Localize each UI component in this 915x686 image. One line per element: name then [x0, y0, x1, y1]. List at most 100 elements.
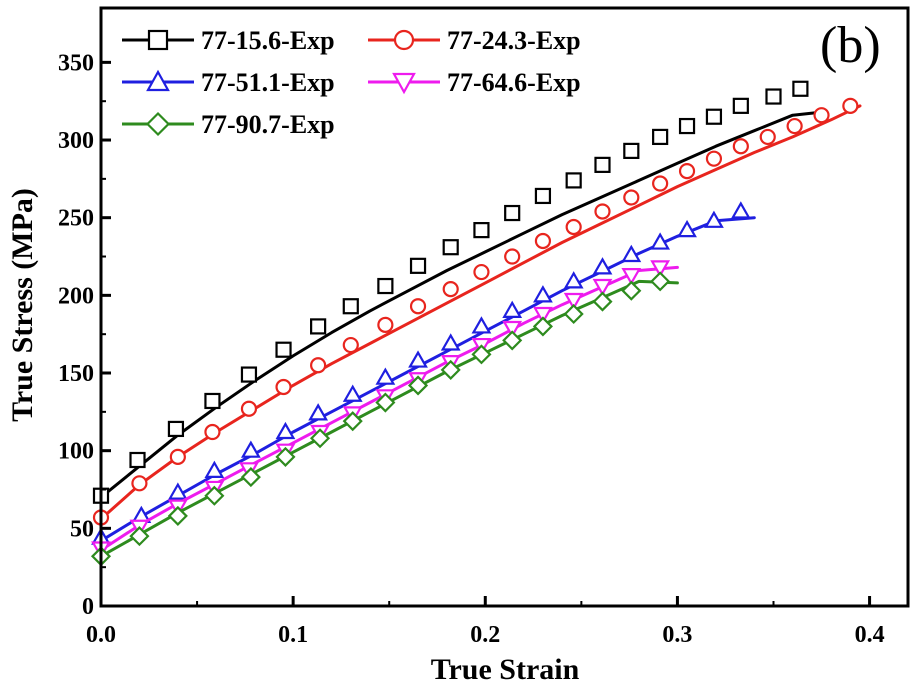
data-point-triangle-up-marker: [308, 403, 329, 421]
data-point-diamond-marker: [375, 392, 396, 413]
data-point-diamond-marker: [240, 467, 261, 488]
data-point-circle-marker: [813, 107, 830, 124]
data-point-circle-marker: [842, 97, 859, 114]
series-77-24.3-Exp: [92, 97, 862, 526]
data-point-circle-marker: [377, 316, 394, 333]
data-point-square-marker: [204, 392, 221, 410]
data-point-triangle-down-marker: [650, 260, 671, 278]
data-point-diamond-marker: [563, 303, 584, 325]
data-point-circle-marker: [342, 336, 359, 354]
data-point-triangle-up-marker: [621, 244, 642, 263]
y-tick-label: 250: [58, 206, 94, 232]
legend-label: 77-51.1-Exp: [201, 68, 335, 97]
data-point-diamond-marker: [592, 291, 613, 312]
data-point-circle-marker: [275, 378, 292, 396]
data-point-diamond-marker: [204, 485, 225, 506]
data-point-triangle-down-marker: [621, 268, 642, 286]
data-point-square-marker: [678, 117, 696, 135]
data-point-square-marker: [534, 187, 552, 205]
data-point-diamond-marker: [342, 411, 363, 432]
x-tick-label: 0.0: [86, 622, 116, 648]
series-77-15.6-Exp: [92, 80, 823, 504]
series-77-51.1-Exp: [91, 201, 756, 545]
data-point-square-marker: [240, 366, 258, 383]
data-point-triangle-up-marker: [730, 201, 751, 219]
data-point-square-marker: [792, 80, 809, 97]
data-point-triangle-up-marker: [677, 219, 697, 238]
data-point-triangle-up-marker: [502, 300, 523, 318]
data-point-circle-marker: [169, 448, 186, 465]
data-point-circle-marker: [732, 138, 749, 155]
data-point-circle-marker: [131, 475, 148, 492]
data-point-square-marker: [732, 97, 749, 114]
y-tick-label: 50: [70, 516, 94, 542]
plot-frame: [99, 6, 910, 608]
data-point-diamond-marker: [440, 359, 461, 380]
data-point-square-marker: [623, 142, 640, 159]
data-point-diamond-marker: [650, 271, 671, 292]
x-tick-label: 0.1: [278, 622, 308, 648]
panel-label: (b): [820, 17, 881, 74]
data-point-circle-marker: [504, 248, 521, 265]
data-point-circle-marker: [594, 203, 611, 220]
data-point-triangle-up-marker: [375, 367, 396, 385]
data-point-triangle-down-marker: [592, 278, 613, 297]
data-point-circle-marker: [310, 357, 327, 374]
x-tick-label: 0.3: [662, 622, 692, 648]
data-point-diamond-marker: [502, 330, 523, 351]
legend: 77-15.6-Exp 77-24.3-Exp 77-51.1-Exp 77-64.6…: [122, 26, 581, 139]
data-point-diamond-marker: [145, 111, 171, 137]
x-tick-label: 0.2: [470, 622, 500, 648]
data-point-circle-marker: [409, 298, 427, 315]
data-point-circle-marker: [534, 232, 552, 250]
data-point-triangle-up-marker: [204, 460, 225, 478]
y-tick-label: 0: [82, 594, 94, 620]
data-point-square-marker: [473, 222, 490, 239]
y-tick-label: 100: [58, 439, 94, 465]
data-point-diamond-marker: [129, 526, 150, 547]
data-point-square-marker: [377, 277, 394, 295]
ticks-layer: 0 50 100 150 200 250 300 350 0.0 0.1 0.2 0.3 0.4: [58, 50, 885, 648]
data-point-circle-marker: [393, 29, 415, 51]
data-point-diamond-marker: [309, 428, 331, 449]
data-point-circle-marker: [759, 128, 776, 146]
y-tick-label: 350: [58, 50, 94, 76]
legend-label: 77-64.6-Exp: [447, 68, 581, 97]
data-point-triangle-up-marker: [563, 271, 584, 289]
data-point-square-marker: [409, 257, 427, 274]
data-point-square-marker: [652, 128, 669, 146]
data-point-triangle-down-marker: [533, 306, 553, 325]
legend-item: 77-51.1-Exp: [122, 68, 335, 97]
x-axis-title: True Strain: [431, 653, 580, 686]
data-point-triangle-up-marker: [471, 316, 492, 334]
data-point-diamond-marker: [532, 316, 553, 337]
data-point-circle-marker: [473, 263, 490, 281]
data-point-square-marker: [310, 318, 327, 335]
data-point-triangle-down-marker: [563, 292, 584, 311]
data-point-triangle-up-marker: [533, 285, 553, 303]
series-77-90.7-Exp: [90, 271, 679, 567]
data-point-triangle-up-marker: [342, 384, 363, 402]
data-point-diamond-marker: [407, 375, 429, 396]
data-point-triangle-up-marker: [167, 482, 188, 500]
legend-item: 77-64.6-Exp: [368, 68, 581, 97]
data-point-square-marker: [442, 239, 459, 256]
data-point-square-marker: [504, 204, 521, 222]
data-point-diamond-marker: [275, 446, 296, 467]
data-point-square-marker: [765, 88, 782, 105]
data-point-triangle-up-marker: [240, 440, 261, 458]
data-point-triangle-up-marker: [146, 69, 170, 92]
y-tick-label: 200: [58, 283, 94, 309]
legend-label: 77-90.7-Exp: [201, 110, 335, 139]
data-point-circle-marker: [442, 281, 459, 298]
series-line: [99, 110, 823, 499]
legend-item: 77-90.7-Exp: [122, 110, 335, 139]
data-point-circle-marker: [240, 400, 258, 417]
data-point-square-marker: [147, 29, 169, 51]
data-point-triangle-up-marker: [592, 257, 613, 275]
data-point-diamond-marker: [621, 280, 642, 301]
y-tick-label: 150: [58, 361, 94, 387]
data-point-triangle-up-marker: [275, 421, 296, 440]
legend-item: 77-24.3-Exp: [368, 26, 581, 55]
y-tick-label: 300: [58, 128, 94, 154]
